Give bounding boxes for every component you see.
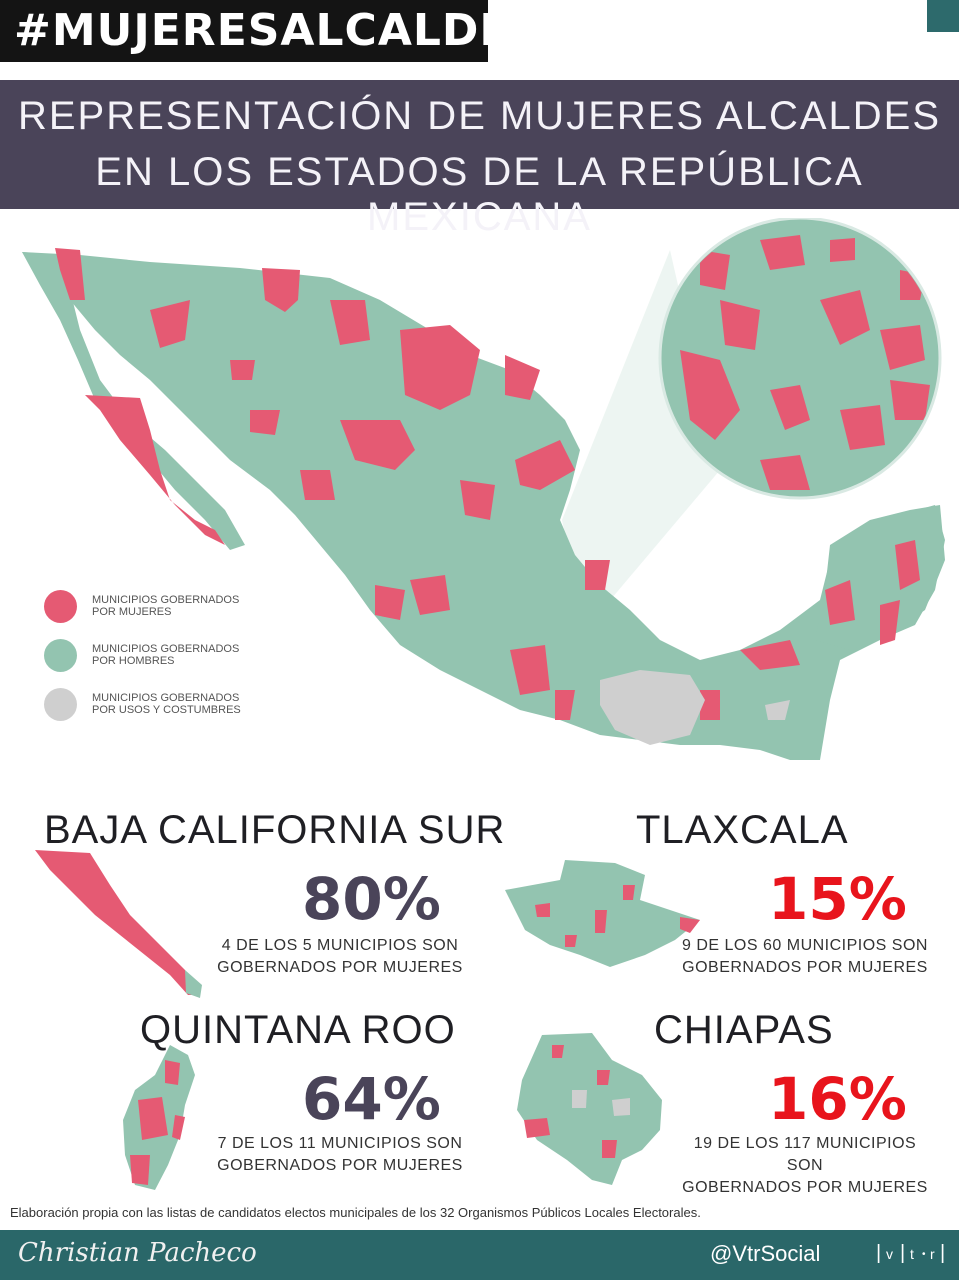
logo-letter: t [910, 1246, 914, 1262]
desc-line: 7 DE LOS 11 MUNICIPIOS SON [217, 1135, 463, 1152]
logo-letter: r [930, 1246, 935, 1262]
desc-line: 19 DE LOS 117 MUNICIPIOS SON [693, 1135, 917, 1174]
state-name-tlaxcala: TLAXCALA [636, 808, 849, 852]
social-handle[interactable]: @VtrSocial [710, 1241, 821, 1266]
desc-line: GOBERNADOS POR MUJERES [682, 1179, 928, 1196]
zoom-circle [658, 218, 942, 500]
legend-swatch-customs [44, 688, 77, 721]
legend-text: MUNICIPIOS GOBERNADOS [92, 692, 240, 704]
legend-text: MUNICIPIOS GOBERNADOS [92, 643, 240, 655]
title-line-2: EN LOS ESTADOS DE LA REPÚBLICA MEXICANA [95, 150, 864, 239]
desc-line: GOBERNADOS POR MUJERES [217, 959, 463, 976]
women-municipalities [55, 248, 920, 720]
source-note: Elaboración propia con las listas de can… [10, 1205, 701, 1220]
vtr-logo: | v | t • r | [876, 1242, 946, 1264]
state-map-bcs [35, 850, 202, 998]
desc-chiapas: 19 DE LOS 117 MUNICIPIOS SON GOBERNADOS … [675, 1133, 935, 1199]
desc-line: GOBERNADOS POR MUJERES [682, 959, 928, 976]
hashtag-banner: #MUJERESALCALDESAS [0, 0, 610, 62]
percent-qroo: 64% [302, 1065, 441, 1133]
title-line-1: REPRESENTACIÓN DE MUJERES ALCALDES [17, 94, 942, 138]
state-name-qroo: QUINTANA ROO [140, 1008, 456, 1052]
mexico-map [22, 218, 945, 760]
desc-line: 9 DE LOS 60 MUNICIPIOS SON [682, 937, 928, 954]
state-name-chiapas: CHIAPAS [654, 1008, 834, 1052]
state-name-bcs: BAJA CALIFORNIA SUR [44, 808, 506, 852]
percent-bcs: 80% [302, 865, 441, 933]
customs-municipalities [600, 670, 790, 745]
legend-text: MUNICIPIOS GOBERNADOS [92, 594, 240, 606]
legend-text: POR HOMBRES [92, 655, 175, 667]
percent-tlaxcala: 15% [768, 865, 907, 933]
state-map-chiapas [517, 1033, 662, 1185]
desc-line: GOBERNADOS POR MUJERES [217, 1157, 463, 1174]
logo-letter: v [886, 1246, 893, 1262]
legend-swatch-women [44, 590, 77, 623]
legend-text: POR MUJERES [92, 606, 172, 618]
state-map-tlaxcala [505, 860, 700, 967]
desc-qroo: 7 DE LOS 11 MUNICIPIOS SON GOBERNADOS PO… [210, 1133, 470, 1177]
percent-chiapas: 16% [768, 1065, 907, 1133]
state-map-qroo [123, 1045, 195, 1190]
footer-bar: Christian Pacheco @VtrSocial | v | t • r… [0, 1230, 959, 1280]
corner-accent [927, 0, 959, 32]
legend-swatch-men [44, 639, 77, 672]
desc-bcs: 4 DE LOS 5 MUNICIPIOS SON GOBERNADOS POR… [210, 935, 470, 979]
desc-tlaxcala: 9 DE LOS 60 MUNICIPIOS SON GOBERNADOS PO… [675, 935, 935, 979]
title-band: REPRESENTACIÓN DE MUJERES ALCALDES EN LO… [0, 80, 959, 239]
desc-line: 4 DE LOS 5 MUNICIPIOS SON [221, 937, 459, 954]
author-signature: Christian Pacheco [18, 1238, 257, 1268]
legend-text: POR USOS Y COSTUMBRES [92, 704, 241, 716]
